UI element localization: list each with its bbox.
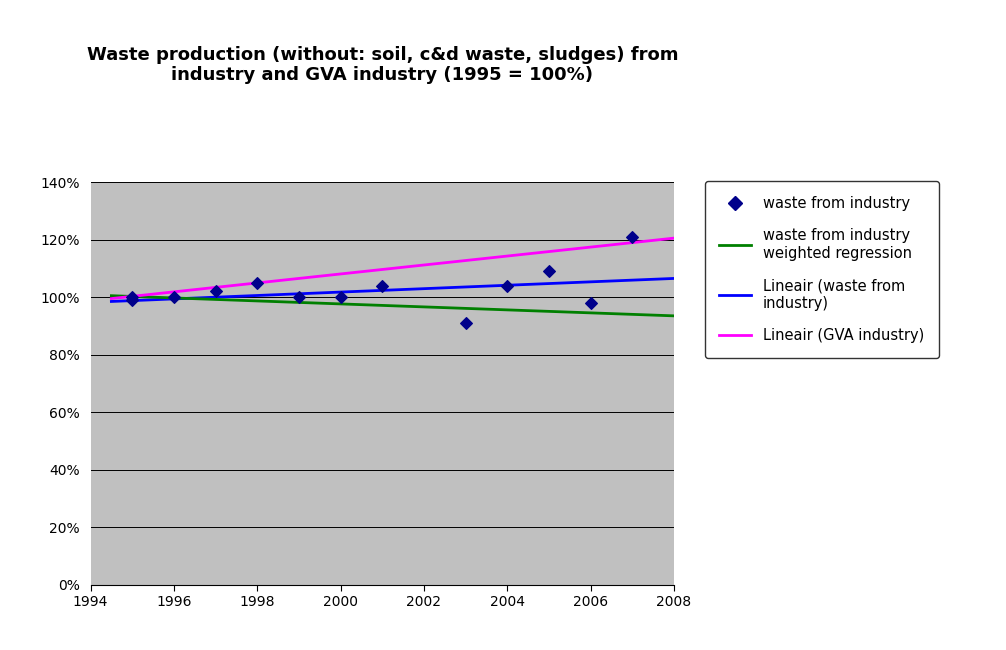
Point: [124, 295, 140, 306]
Point: [124, 292, 140, 302]
Point: [582, 298, 599, 308]
Legend: waste from industry, waste from industry
weighted regression, Lineair (waste fro: waste from industry, waste from industry…: [704, 181, 939, 358]
Point: [249, 278, 266, 288]
Text: Waste production (without: soil, c&d waste, sludges) from
industry and GVA indus: Waste production (without: soil, c&d was…: [87, 46, 678, 84]
Point: [291, 292, 307, 302]
Point: [458, 318, 474, 328]
Point: [374, 280, 390, 291]
Point: [499, 280, 515, 291]
Point: [166, 292, 182, 302]
Point: [541, 266, 557, 276]
Point: [207, 286, 223, 296]
Point: [625, 231, 641, 242]
Point: [333, 292, 349, 302]
